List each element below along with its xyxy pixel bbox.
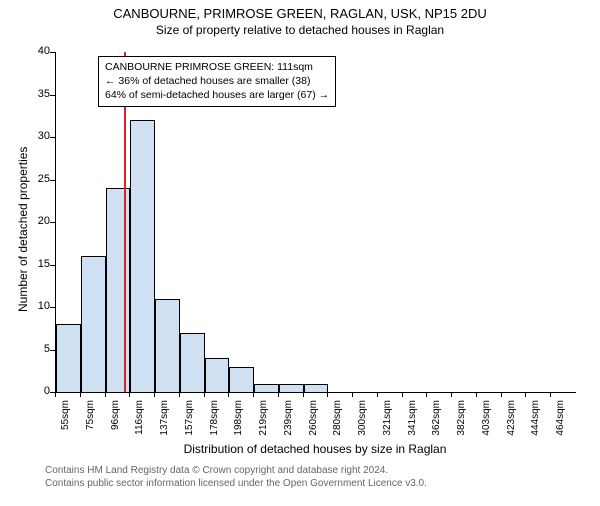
chart-title-line1: CANBOURNE, PRIMROSE GREEN, RAGLAN, USK, … <box>0 6 600 21</box>
y-tick-label: 25 <box>20 173 50 185</box>
chart-title-line2: Size of property relative to detached ho… <box>0 23 600 37</box>
histogram-bar <box>279 384 304 393</box>
x-tick-label: 157sqm <box>184 400 195 445</box>
y-tick-label: 10 <box>20 300 50 312</box>
x-tick-label: 198sqm <box>233 400 244 445</box>
x-tick-mark <box>525 392 526 397</box>
x-tick-label: 96sqm <box>110 400 121 445</box>
x-tick-label: 321sqm <box>382 400 393 445</box>
y-tick-label: 20 <box>20 215 50 227</box>
histogram-bar <box>130 120 155 392</box>
annotation-box: CANBOURNE PRIMROSE GREEN: 111sqm ← 36% o… <box>98 56 336 107</box>
y-tick-mark <box>50 222 55 223</box>
footer-line1: Contains HM Land Registry data © Crown c… <box>45 464 427 477</box>
annotation-line2: ← 36% of detached houses are smaller (38… <box>105 74 329 88</box>
annotation-line3: 64% of semi-detached houses are larger (… <box>105 88 329 102</box>
x-tick-mark <box>129 392 130 397</box>
y-tick-label: 30 <box>20 130 50 142</box>
x-tick-label: 403sqm <box>481 400 492 445</box>
x-tick-label: 260sqm <box>308 400 319 445</box>
x-tick-mark <box>352 392 353 397</box>
histogram-bar <box>106 188 131 392</box>
y-tick-label: 0 <box>20 385 50 397</box>
y-tick-mark <box>50 265 55 266</box>
y-tick-mark <box>50 95 55 96</box>
x-tick-label: 116sqm <box>134 400 145 445</box>
footer-attribution: Contains HM Land Registry data © Crown c… <box>45 464 427 490</box>
x-tick-mark <box>451 392 452 397</box>
y-tick-mark <box>50 137 55 138</box>
annotation-line1: CANBOURNE PRIMROSE GREEN: 111sqm <box>105 60 329 74</box>
x-tick-mark <box>228 392 229 397</box>
x-tick-label: 300sqm <box>357 400 368 445</box>
footer-line2: Contains public sector information licen… <box>45 477 427 490</box>
x-tick-label: 423sqm <box>506 400 517 445</box>
x-tick-mark <box>426 392 427 397</box>
histogram-bar <box>304 384 329 393</box>
x-tick-mark <box>204 392 205 397</box>
histogram-bar <box>180 333 205 393</box>
histogram-bar <box>229 367 254 393</box>
x-tick-mark <box>501 392 502 397</box>
x-tick-label: 137sqm <box>159 400 170 445</box>
histogram-bar <box>81 256 106 392</box>
y-tick-mark <box>50 180 55 181</box>
y-tick-mark <box>50 52 55 53</box>
x-tick-mark <box>253 392 254 397</box>
x-tick-mark <box>550 392 551 397</box>
x-tick-label: 75sqm <box>85 400 96 445</box>
x-tick-label: 55sqm <box>60 400 71 445</box>
x-tick-label: 464sqm <box>555 400 566 445</box>
y-tick-mark <box>50 307 55 308</box>
x-tick-mark <box>476 392 477 397</box>
x-tick-mark <box>80 392 81 397</box>
x-tick-label: 341sqm <box>407 400 418 445</box>
y-axis-label: Number of detached properties <box>16 147 30 312</box>
y-tick-label: 5 <box>20 343 50 355</box>
x-tick-label: 239sqm <box>283 400 294 445</box>
x-tick-label: 444sqm <box>530 400 541 445</box>
x-tick-label: 382sqm <box>456 400 467 445</box>
histogram-bar <box>205 358 230 392</box>
x-tick-mark <box>154 392 155 397</box>
x-tick-mark <box>303 392 304 397</box>
y-tick-label: 35 <box>20 88 50 100</box>
x-tick-mark <box>105 392 106 397</box>
x-tick-label: 178sqm <box>209 400 220 445</box>
x-tick-mark <box>278 392 279 397</box>
x-tick-mark <box>327 392 328 397</box>
x-tick-mark <box>179 392 180 397</box>
y-tick-label: 40 <box>20 45 50 57</box>
y-tick-label: 15 <box>20 258 50 270</box>
y-tick-mark <box>50 350 55 351</box>
histogram-bar <box>56 324 81 392</box>
x-tick-label: 362sqm <box>431 400 442 445</box>
x-tick-mark <box>55 392 56 397</box>
x-tick-label: 280sqm <box>332 400 343 445</box>
x-tick-mark <box>402 392 403 397</box>
x-tick-label: 219sqm <box>258 400 269 445</box>
histogram-bar <box>254 384 279 393</box>
x-tick-mark <box>377 392 378 397</box>
histogram-bar <box>155 299 180 393</box>
